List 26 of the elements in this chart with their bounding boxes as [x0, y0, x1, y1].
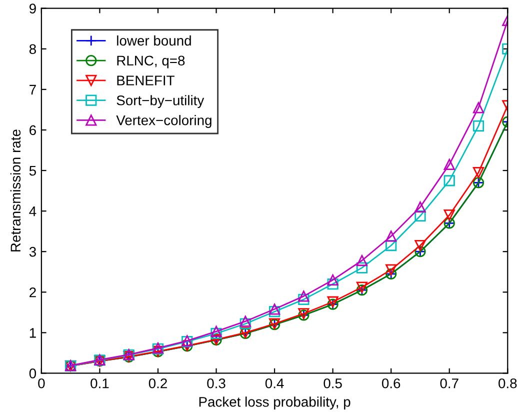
- y-axis-title: Retransmission rate: [10, 130, 21, 252]
- x-tick-label: 0.5: [324, 378, 342, 388]
- y-tick-label: 2: [30, 287, 36, 298]
- x-tick-label: 0.3: [207, 378, 226, 388]
- x-tick-label: 0.7: [440, 378, 458, 388]
- x-axis-title: Packet loss probability, p: [199, 396, 350, 410]
- y-tick-label: 4: [29, 206, 36, 216]
- y-tick-label: 7: [30, 84, 36, 94]
- y-tick-label: 5: [29, 166, 36, 176]
- x-tick-label: 0.4: [265, 378, 284, 388]
- legend-label: RLNC, q=8: [117, 56, 185, 68]
- x-tick-label: 0.6: [382, 378, 400, 388]
- x-tick-label: 0.1: [90, 378, 109, 388]
- x-tick-label: 0: [38, 378, 45, 388]
- y-tick-label: 9: [30, 4, 36, 14]
- y-tick-label: 1: [30, 328, 36, 338]
- y-tick-label: 3: [29, 246, 36, 257]
- y-tick-label: 6: [30, 125, 36, 136]
- x-tick-label: 0.2: [148, 378, 167, 388]
- legend-label: Vertex−coloring: [116, 115, 212, 128]
- legend-label: lower bound: [117, 35, 191, 46]
- legend-label: BENEFIT: [117, 76, 174, 86]
- legend-label: Sort−by−utility: [116, 95, 204, 108]
- y-tick-label: 0: [29, 368, 36, 378]
- y-tick-label: 8: [29, 44, 36, 54]
- x-tick-label: 0.8: [498, 378, 517, 388]
